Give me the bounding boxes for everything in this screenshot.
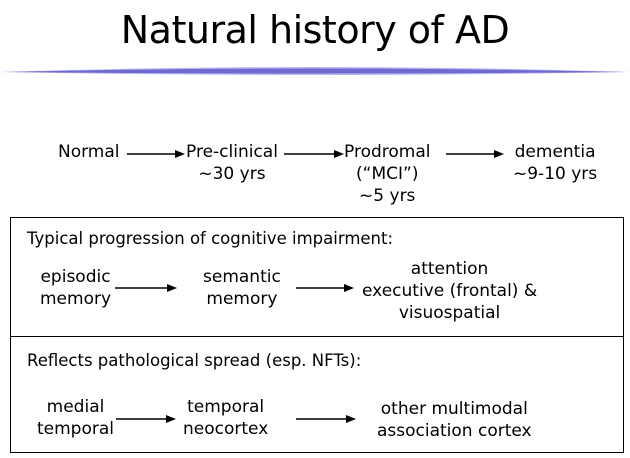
cognitive-step-attention: attention executive (frontal) & visuospa… (362, 259, 538, 323)
arrow-icon (296, 284, 354, 292)
pathology-step-neocortex: temporal neocortex (183, 397, 269, 439)
arrow-icon (115, 284, 177, 292)
pathology-step-association: other multimodal association cortex (377, 399, 532, 441)
pathology-box (10, 336, 624, 453)
arrow-icon (127, 150, 185, 158)
stage-normal: Normal (58, 142, 120, 162)
pathology-heading: Reflects pathological spread (esp. NFTs)… (27, 351, 362, 370)
arrow-icon (296, 415, 356, 423)
arrow-icon (116, 415, 176, 423)
stage-preclinical: Pre-clinical ~30 yrs (186, 142, 278, 184)
title-divider (0, 67, 630, 75)
arrow-icon (446, 150, 504, 158)
cognitive-step-semantic: semantic memory (203, 267, 281, 309)
page-title: Natural history of AD (120, 8, 510, 52)
cognitive-heading: Typical progression of cognitive impairm… (27, 229, 394, 248)
arrow-icon (284, 150, 344, 158)
stage-prodromal: Prodromal (“MCI”) ~5 yrs (344, 142, 431, 206)
cognitive-step-episodic: episodic memory (40, 267, 112, 309)
pathology-step-medial: medial temporal (37, 397, 115, 439)
stage-dementia: dementia ~9-10 yrs (513, 142, 598, 184)
